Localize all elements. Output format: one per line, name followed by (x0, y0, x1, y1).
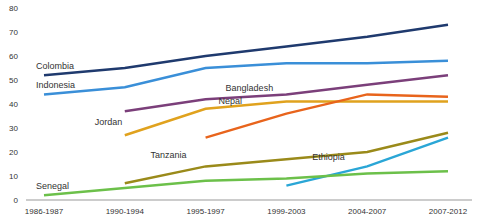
svg-text:Nepal: Nepal (218, 96, 242, 106)
svg-text:1999-2003: 1999-2003 (267, 207, 306, 216)
svg-text:50: 50 (9, 76, 18, 85)
svg-text:Indonesia: Indonesia (36, 80, 75, 90)
svg-text:Bangladesh: Bangladesh (226, 83, 274, 93)
svg-text:2007-2012: 2007-2012 (429, 207, 468, 216)
svg-text:Ethiopia: Ethiopia (312, 152, 345, 162)
svg-text:80: 80 (9, 4, 18, 13)
svg-text:Colombia: Colombia (36, 61, 74, 71)
svg-text:1986-1987: 1986-1987 (25, 207, 64, 216)
svg-text:40: 40 (9, 100, 18, 109)
svg-text:20: 20 (9, 148, 18, 157)
svg-text:60: 60 (9, 52, 18, 61)
svg-text:70: 70 (9, 28, 18, 37)
svg-text:Tanzania: Tanzania (151, 150, 187, 160)
svg-text:Senegal: Senegal (36, 181, 69, 191)
svg-text:2004-2007: 2004-2007 (348, 207, 387, 216)
svg-text:1990-1994: 1990-1994 (106, 207, 145, 216)
svg-text:1995-1997: 1995-1997 (186, 207, 225, 216)
svg-text:Jordan: Jordan (95, 117, 123, 127)
svg-text:10: 10 (9, 172, 18, 181)
svg-text:0: 0 (14, 196, 19, 205)
svg-text:30: 30 (9, 124, 18, 133)
